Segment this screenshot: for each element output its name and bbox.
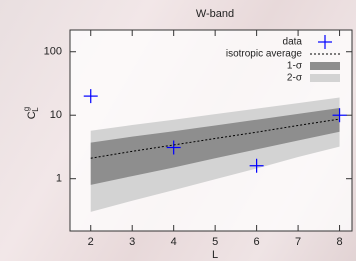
x-tick-label: 7 [295, 236, 301, 248]
legend-label: 1-σ [287, 61, 303, 72]
legend-key [310, 62, 340, 70]
x-tick-label: 2 [88, 236, 94, 248]
y-label-sup: g [22, 107, 31, 111]
legend-label: isotropic average [226, 49, 303, 60]
chart-title: W-band [196, 8, 234, 20]
x-axis-label: L [212, 249, 218, 261]
x-tick-label: 6 [254, 236, 260, 248]
y-label-sub: L [31, 107, 40, 112]
y-axis-label: CgL [22, 107, 40, 119]
legend-label: data [283, 37, 303, 48]
x-tick-label: 5 [212, 236, 218, 248]
y-tick-label: 1 [56, 173, 62, 185]
legend-label: 2-σ [287, 73, 303, 84]
y-tick-label: 100 [44, 46, 62, 58]
y-tick-label: 10 [50, 109, 62, 121]
x-tick-label: 8 [336, 236, 342, 248]
legend-key [310, 74, 340, 82]
x-tick-label: 3 [129, 236, 135, 248]
chart: W-band L CgL 1 10 100 2 3 4 5 6 7 8 dataisotropic … [0, 0, 356, 261]
x-tick-label: 4 [171, 236, 177, 248]
page: {"chart_data": { "type": "band-line", "t… [0, 0, 356, 261]
